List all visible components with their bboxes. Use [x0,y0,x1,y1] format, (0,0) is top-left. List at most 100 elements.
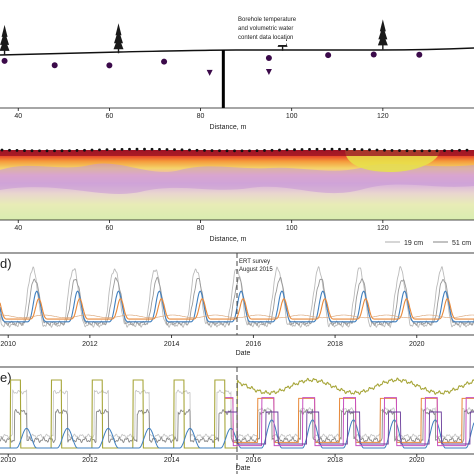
electrode-marker [105,148,109,152]
electrode-marker [75,149,79,152]
circle-marker [1,57,8,64]
electrode-marker [390,148,394,152]
series-blue-line [0,290,474,323]
electrode-marker [300,148,304,151]
electrode-marker [240,149,244,153]
x-tick-label: 60 [105,113,113,120]
electrode-marker [285,148,289,152]
electrode-marker [120,147,124,151]
electrode-marker [308,147,311,151]
electrode-marker [188,148,191,152]
electrode-marker [15,149,19,152]
electrode-marker [323,147,326,151]
electrode-marker [225,149,229,153]
x-tick-label: 120 [377,113,389,120]
ert-survey-label-line-2: August 2015 [239,267,273,273]
electrode-marker [263,149,266,152]
electrode-marker [233,149,236,153]
x-tick-label: 2016 [246,341,262,348]
x-tick-label: 40 [14,225,22,232]
panel-e: e) 2010 2012 2014 2016 2018 2020 Date [0,366,474,474]
electrode-marker [398,149,401,152]
electrode-marker [128,147,131,151]
triangle-marker [265,69,272,76]
series-magenta-line [225,397,474,447]
topography-panel: Borehole temperature and volumetric wate… [0,13,474,131]
top-x-ticks: 40 60 80 100 120 [14,108,389,120]
circle-marker [265,55,272,62]
electrode-marker [435,149,439,153]
electrode-marker [30,149,34,153]
triangle-markers [206,69,272,76]
x-tick-label: 2014 [164,341,180,348]
electrode-marker [8,148,11,152]
electrode-marker [383,148,386,152]
electrode-marker [278,148,281,152]
tree-icon [377,19,388,50]
x-tick-label: 120 [377,225,389,232]
electrode-marker [405,149,409,153]
legend-label-19cm: 19 cm [404,240,423,247]
x-tick-label: 2016 [246,457,262,464]
panel-e-x-axis-label: Date [236,465,251,472]
ert-x-axis-label: Distance, m [210,236,247,243]
ert-panel: 40 60 80 100 120 Distance, m [0,147,474,243]
x-tick-label: 2020 [409,457,425,464]
electrode-marker [203,149,206,152]
electrode-marker [45,149,49,153]
x-tick-label: 2014 [164,457,180,464]
ert-survey-label-line-1: ERT survey [239,259,270,265]
electrode-marker [218,149,221,153]
ground-surface-line [0,47,474,56]
circle-marker [325,52,332,59]
ert-top-red-strip [0,150,474,156]
borehole-label-line-1: Borehole temperature [238,17,297,23]
electrode-marker [360,148,364,152]
x-tick-label: 80 [197,225,205,232]
electrode-marker [210,149,214,152]
x-tick-label: 100 [286,113,298,120]
electrode-marker [180,148,184,152]
tree-icon [0,24,10,55]
panel-d: d) ERT survey August 2015 2010 2012 2014 20… [0,252,474,357]
electrode-marker [0,148,4,152]
electrode-marker [195,148,199,152]
circle-marker [106,62,113,69]
triangle-marker [206,69,213,76]
electrode-marker [83,148,86,152]
circle-marker [370,51,377,58]
borehole-label-line-2: and volumetric water [238,26,293,32]
electrode-marker [90,148,94,152]
electrode-marker [465,148,469,152]
electrode-marker [165,148,169,151]
ert-low-resistivity-bands [0,163,474,194]
circle-marker [51,62,58,69]
electrode-marker [443,149,446,153]
borehole-label-line-3: content data location [238,35,293,41]
electrode-marker [450,149,454,152]
panel-d-x-ticks: 2010 2012 2014 2016 2018 2020 [0,335,425,348]
electrode-marker [375,148,379,152]
circle-markers [1,51,423,69]
x-tick-label: 40 [14,113,22,120]
legend-label-51cm: 51 cm [452,240,471,247]
electrode-marker [60,149,64,153]
panel-e-x-ticks: 2010 2012 2014 2016 2018 2020 [0,454,425,464]
series-51cm-line [0,276,474,327]
electrode-marker [38,149,41,153]
x-tick-label: 2020 [409,341,425,348]
panel-e-label: e) [0,370,12,385]
x-tick-label: 60 [105,225,113,232]
panel-d-x-axis-label: Date [236,350,251,357]
electrode-marker [135,147,139,151]
panel-d-label: d) [0,256,12,271]
ert-x-ticks: 40 60 80 100 120 [14,220,389,232]
electrode-marker [420,149,424,153]
x-tick-label: 2018 [327,341,343,348]
electrode-marker [248,149,251,153]
borehole-label-box [236,13,286,45]
x-tick-label: 2010 [0,341,16,348]
electrode-marker [23,149,26,152]
electrode-marker [255,149,259,153]
